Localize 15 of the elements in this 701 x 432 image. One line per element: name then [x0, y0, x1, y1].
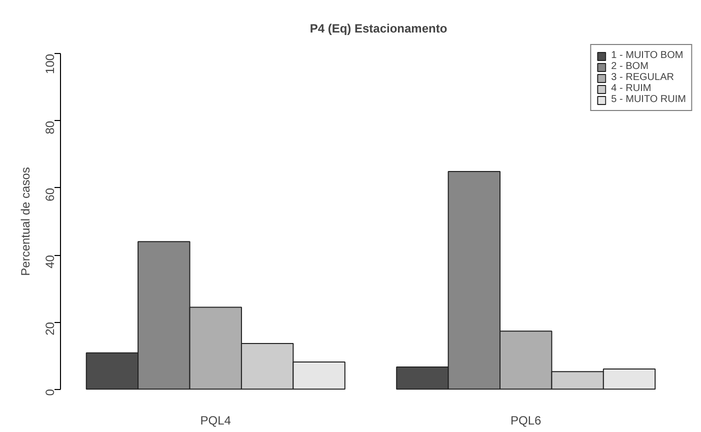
legend-label: 2 - BOM — [611, 61, 648, 72]
y-tick-label: 100 — [43, 54, 57, 74]
y-tick-label: 60 — [43, 188, 57, 202]
y-axis-title: Percentual de casos — [18, 167, 32, 276]
y-tick-label: 20 — [43, 322, 57, 336]
y-tick-label: 0 — [43, 388, 57, 396]
chart-title: P4 (Eq) Estacionamento — [310, 22, 448, 36]
x-tick-label: PQL6 — [510, 414, 542, 428]
y-tick-label: 80 — [43, 120, 57, 134]
legend-label: 1 - MUITO BOM — [611, 50, 684, 61]
y-tick-label: 40 — [43, 254, 57, 268]
legend-label: 5 - MUITO RUIM — [611, 94, 686, 105]
legend-label: 4 - RUIM — [611, 83, 652, 94]
legend-label: 3 - REGULAR — [611, 72, 674, 83]
x-tick-label: PQL4 — [200, 414, 232, 428]
